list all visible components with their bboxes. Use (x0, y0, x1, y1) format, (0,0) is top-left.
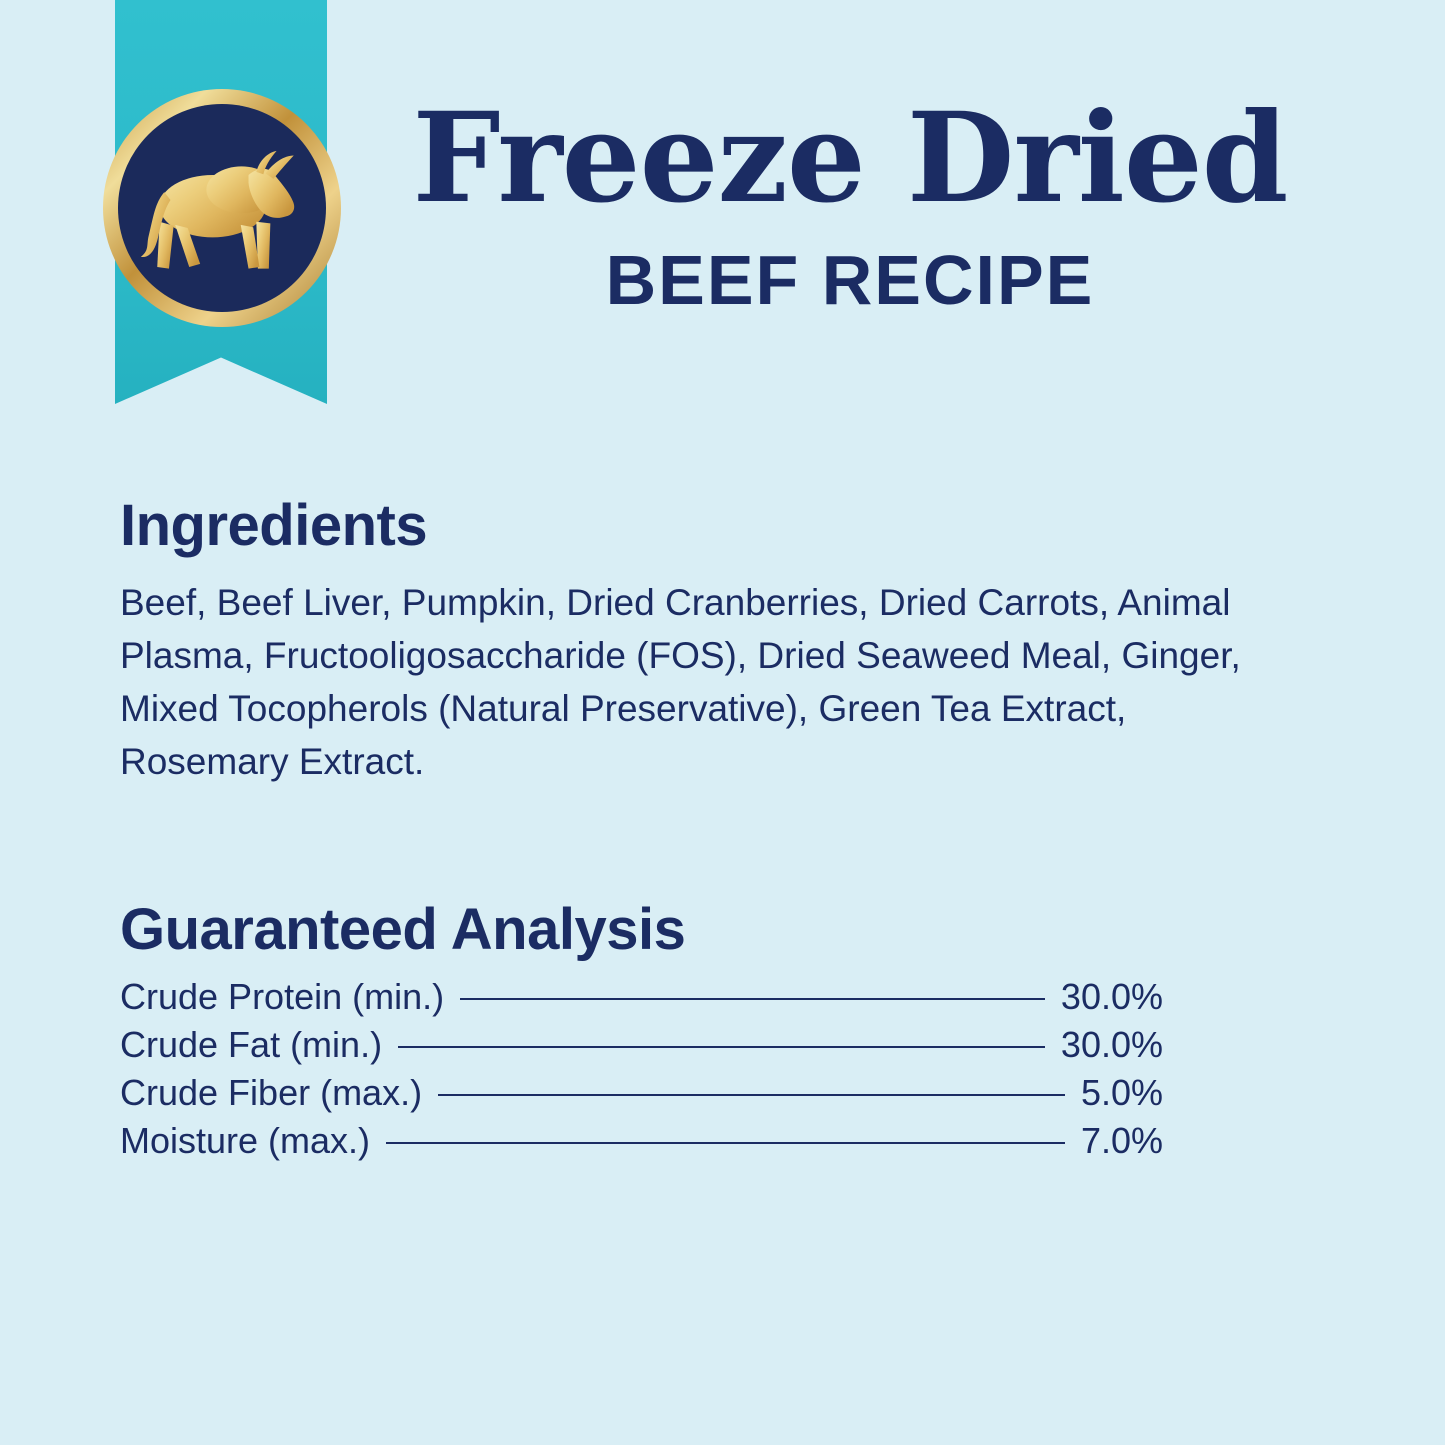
leader-line (398, 1046, 1045, 1048)
page-title: Freeze Dried (412, 86, 1288, 231)
analysis-row-label: Moisture (max.) (120, 1120, 371, 1161)
guaranteed-analysis-section: Guaranteed Analysis Crude Protein (min.)… (120, 897, 1163, 1162)
ingredients-text-line: Beef, Beef Liver, Pumpkin, Dried Cranber… (120, 582, 1231, 623)
analysis-row-label: Crude Fiber (max.) (120, 1072, 423, 1113)
analysis-row-label: Crude Fat (min.) (120, 1024, 383, 1065)
ingredients-section: Ingredients Beef, Beef Liver, Pumpkin, D… (120, 493, 1390, 783)
ingredients-text: Beef, Beef Liver, Pumpkin, Dried Cranber… (120, 576, 1390, 788)
ingredients-text-line: Rosemary Extract. (120, 741, 425, 782)
ingredients-text-line: Plasma, Fructooligosaccharide (FOS), Dri… (120, 635, 1241, 676)
analysis-row-value: 5.0% (1080, 1072, 1163, 1113)
analysis-row: Moisture (max.) 7.0% (120, 1117, 1163, 1165)
ingredients-text-line: Mixed Tocopherols (Natural Preservative)… (120, 688, 1127, 729)
analysis-row-value: 30.0% (1060, 1024, 1163, 1065)
leader-line (460, 998, 1045, 1000)
leader-line (386, 1142, 1065, 1144)
guaranteed-analysis-heading: Guaranteed Analysis (120, 897, 686, 962)
analysis-row: Crude Protein (min.) 30.0% (120, 973, 1163, 1021)
analysis-row: Crude Fiber (max.) 5.0% (120, 1069, 1163, 1117)
guaranteed-analysis-table: Crude Protein (min.) 30.0% Crude Fat (mi… (120, 973, 1163, 1165)
bull-icon (103, 89, 341, 327)
bull-medallion (102, 88, 342, 328)
leader-line (438, 1094, 1065, 1096)
header: Freeze Dried BEEF RECIPE (330, 0, 1370, 420)
analysis-row-value: 7.0% (1080, 1120, 1163, 1161)
analysis-row-value: 30.0% (1060, 976, 1163, 1017)
analysis-row-label: Crude Protein (min.) (120, 976, 445, 1017)
page-subtitle: BEEF RECIPE (605, 241, 1095, 319)
ingredients-heading: Ingredients (120, 493, 428, 558)
analysis-row: Crude Fat (min.) 30.0% (120, 1021, 1163, 1069)
